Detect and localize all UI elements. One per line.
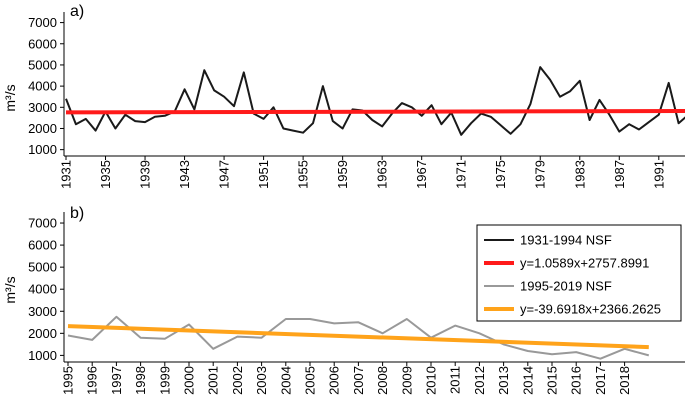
panel-a-xtick-label: 1975: [493, 160, 508, 189]
panel-b-ylabel: m³/s: [2, 276, 18, 303]
panel-b-xtick-label: 2006: [327, 366, 342, 395]
panel-a-xtick-label: 1991: [651, 160, 666, 189]
panel-b-xtick-label: 1996: [85, 366, 100, 395]
panel-a-series-nsf-line: [65, 66, 685, 136]
panel-a-ytick-label: 1000: [28, 142, 57, 157]
panel-a-ylabel: m³/s: [2, 84, 18, 111]
panel-b-xtick-label: 2007: [351, 366, 366, 395]
panel-b-ytick-label: 1000: [28, 348, 57, 363]
panel-a-xtick-label: 1959: [335, 160, 350, 189]
panel-b-label: b): [70, 205, 84, 222]
panel-a-xtick-label: 1987: [612, 160, 627, 189]
panel-a-xtick-label: 1951: [256, 160, 271, 189]
panel-b-ytick-label: 3000: [28, 304, 57, 319]
panel-b-xtick-label: 2008: [375, 366, 390, 395]
panel-b-xtick-label: 2000: [182, 366, 197, 395]
panel-b-xtick-label: 2009: [399, 366, 414, 395]
legend: 1931-1994 NSF y=1.0589x+2757.8991 1995-201…: [476, 224, 682, 322]
panel-a-xtick-label: 1963: [375, 160, 390, 189]
panel-b-ytick-label: 4000: [28, 282, 57, 297]
panel-a-ytick-label: 3000: [28, 100, 57, 115]
legend-label: y=1.0589x+2757.8991: [520, 256, 649, 271]
panel-b-xtick-label: 2011: [448, 366, 463, 394]
panel-a-xtick-label: 1939: [138, 160, 153, 189]
panel-a-ytick-label: 4000: [28, 79, 57, 94]
panel-b-xtick-label: 1997: [109, 366, 124, 395]
panel-b-xtick-label: 2012: [472, 366, 487, 395]
panel-b-xtick-label: 2003: [254, 366, 269, 395]
panel-b-xtick-label: 2004: [278, 366, 293, 395]
panel-b-series-nsf-line: [67, 315, 650, 360]
panel-b-ytick-label: 7000: [28, 216, 57, 231]
panel-b-xtick-label: 2010: [424, 366, 439, 395]
panel-b-xtick-label: 2016: [569, 366, 584, 395]
panel-b-xtick-label: 1995: [61, 366, 76, 395]
panel-a-xtick-label: 1947: [217, 160, 232, 189]
panel-a-ytick-label: 7000: [28, 15, 57, 30]
panel-a-xtick-label: 1967: [414, 160, 429, 189]
panel-b-xtick-label: 2013: [496, 366, 511, 395]
panel-b-ytick-label: 5000: [28, 260, 57, 275]
panel-b-xtick-label: 2015: [545, 366, 560, 395]
panel-b-xtick-label: 2017: [593, 366, 608, 395]
panel-b-ytick-label: 6000: [28, 238, 57, 253]
legend-label: y=-39.6918x+2366.2625: [520, 302, 661, 317]
panel-a-ytick-label: 5000: [28, 57, 57, 72]
panel-a-xtick-label: 1979: [533, 160, 548, 189]
legend-label: 1931-1994 NSF: [520, 233, 612, 248]
panel-b-series-trendline: [67, 324, 649, 350]
panel-a-xtick-label: 1943: [177, 160, 192, 189]
panel-a-xtick-label: 1935: [98, 160, 113, 189]
panel-a-xtick-label: 1955: [296, 160, 311, 189]
panel-a-xtick-label: 1971: [454, 160, 469, 189]
panel-b-xtick-label: 2001: [206, 366, 221, 395]
panel-b: b) m³/s 1000 2000 3000 4000 5000 6000 7000 199…: [2, 205, 685, 395]
panel-a-ytick-label: 2000: [28, 121, 57, 136]
panel-b-xtick-label: 2002: [230, 366, 245, 395]
panel-a-xtick-label: 1983: [572, 160, 587, 189]
panel-b-xtick-label: 2005: [303, 366, 318, 395]
panel-a-series-trendline: [65, 109, 685, 115]
panel-b-xtick-label: 1998: [133, 366, 148, 395]
panel-b-xtick-label: 2018: [617, 366, 632, 395]
panel-a-ytick-label: 6000: [28, 36, 57, 51]
legend-label: 1995-2019 NSF: [520, 279, 612, 294]
panel-b-xtick-label: 2014: [520, 366, 535, 395]
panel-b-ytick-label: 2000: [28, 326, 57, 341]
panel-a: a) m³/s 1000 2000 3000 4000 5000 6000 7000 193…: [2, 3, 685, 189]
panel-a-label: a): [70, 3, 84, 20]
panel-a-xtick-label: 1931: [59, 160, 74, 189]
panel-b-xtick-label: 1999: [157, 366, 172, 395]
